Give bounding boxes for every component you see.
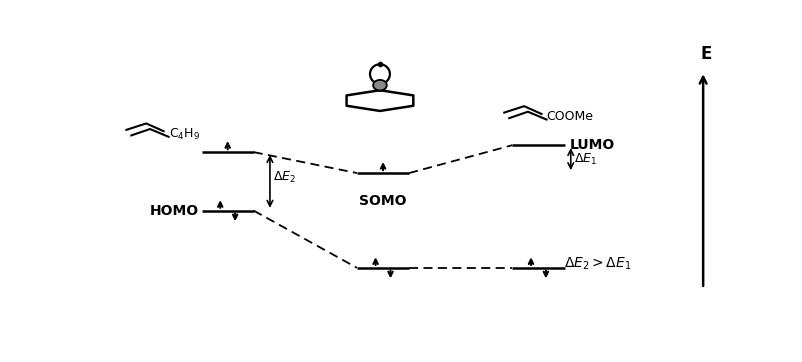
Text: $\Delta E_1$: $\Delta E_1$: [574, 152, 597, 167]
Text: E: E: [701, 45, 712, 63]
Text: COOMe: COOMe: [546, 110, 593, 123]
Ellipse shape: [370, 64, 390, 84]
Text: LUMO: LUMO: [569, 138, 615, 152]
Text: SOMO: SOMO: [359, 194, 407, 208]
Text: HOMO: HOMO: [149, 204, 198, 218]
Text: $\Delta E_2$: $\Delta E_2$: [273, 170, 296, 185]
Ellipse shape: [373, 80, 387, 90]
Text: C$_4$H$_9$: C$_4$H$_9$: [168, 126, 200, 142]
Text: $\Delta E_2>\Delta E_1$: $\Delta E_2>\Delta E_1$: [564, 256, 631, 272]
